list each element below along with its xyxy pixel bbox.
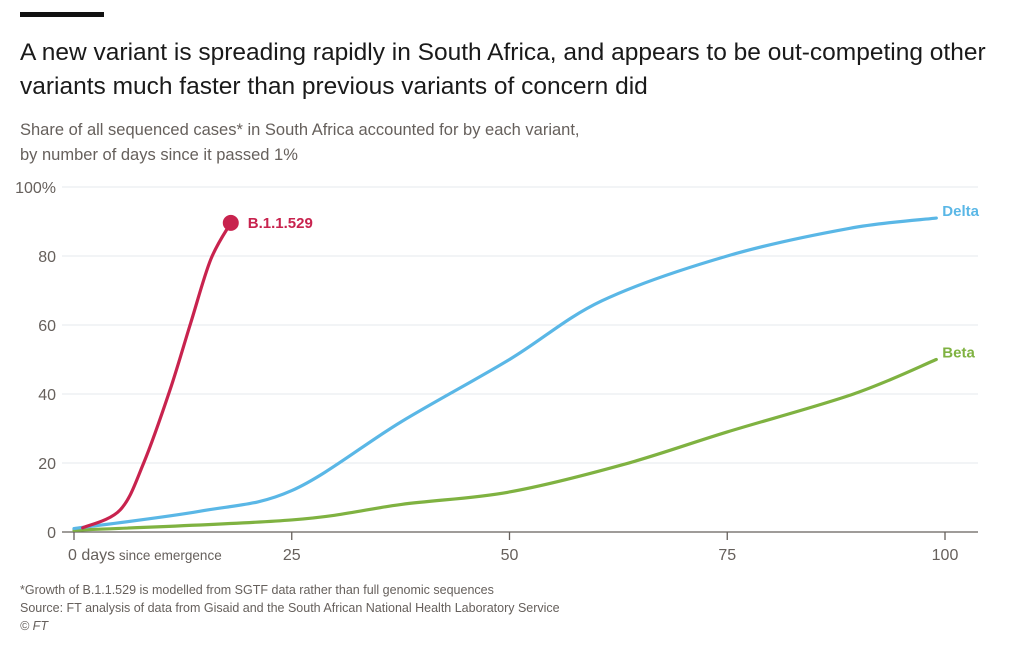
- x-tick-label: 25: [283, 547, 301, 564]
- y-tick-label: 60: [38, 318, 56, 335]
- chart-subtitle: Share of all sequenced cases* in South A…: [20, 118, 820, 168]
- series-label-beta: Beta: [942, 345, 975, 362]
- y-tick-label: 0: [47, 525, 56, 542]
- series-line-delta: [72, 216, 938, 531]
- chart-title: A new variant is spreading rapidly in So…: [20, 39, 986, 100]
- y-tick-label: 40: [38, 387, 56, 404]
- series-line-beta: [72, 357, 938, 532]
- x-axis-label: since emergence: [115, 548, 222, 563]
- y-tick-label: 80: [38, 249, 56, 266]
- series-line-b-1-1-529: [81, 221, 233, 530]
- series-label-b-1-1-529: B.1.1.529: [248, 215, 313, 232]
- x-tick-label: 0 days since emergence: [68, 547, 222, 564]
- y-tick-label: 20: [38, 456, 56, 473]
- footnote: *Growth of B.1.1.529 is modelled from SG…: [20, 583, 494, 597]
- series-label-delta: Delta: [942, 203, 979, 220]
- x-tick-label: 100: [932, 547, 959, 564]
- ft-top-rule: [20, 12, 104, 17]
- chart-notes: *Growth of B.1.1.529 is modelled from SG…: [20, 581, 560, 635]
- x-tick-label: 50: [501, 547, 519, 564]
- y-tick-label: 100%: [15, 180, 56, 197]
- subtitle-line: by number of days since it passed 1%: [20, 146, 298, 164]
- subtitle-line: Share of all sequenced cases* in South A…: [20, 121, 580, 139]
- source-note: Source: FT analysis of data from Gisaid …: [20, 601, 560, 615]
- copyright: © FT: [20, 619, 48, 633]
- x-tick-label: 75: [718, 547, 736, 564]
- series-end-marker-b-1-1-529: [222, 214, 239, 231]
